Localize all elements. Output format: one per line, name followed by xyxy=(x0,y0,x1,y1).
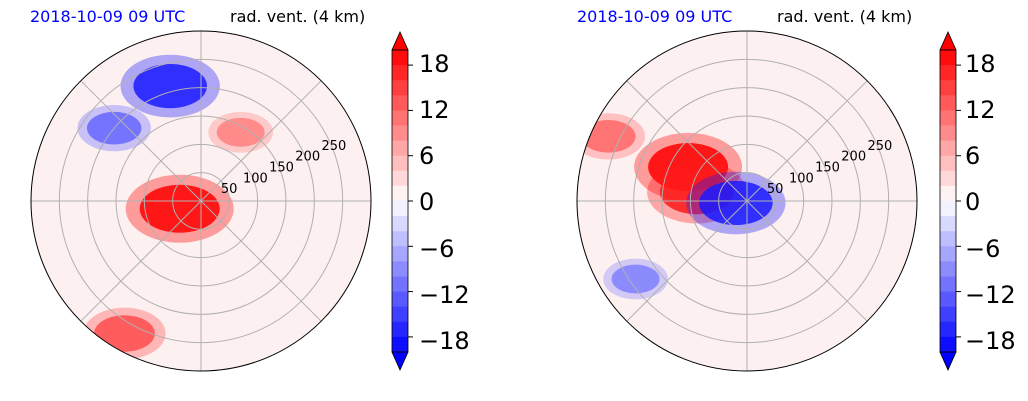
colorbar-band-4 xyxy=(940,95,956,111)
colorbar-band-3 xyxy=(392,80,408,96)
colorbar-band-13 xyxy=(940,231,956,247)
colorbar-band-6 xyxy=(940,125,956,142)
cb1-tick-neg6: −6 xyxy=(419,235,455,263)
colorbar-extend-min xyxy=(391,351,409,371)
colorbar-extend-min xyxy=(939,351,957,371)
colorbar-band-6 xyxy=(392,125,408,142)
colorbar-band-16 xyxy=(940,276,956,293)
colorbar-extend-max xyxy=(939,31,957,51)
colorbar-band-20 xyxy=(392,336,408,353)
cb1-tick-18: 18 xyxy=(419,50,450,78)
colorbar-band-18 xyxy=(940,306,956,323)
field-feature-4 xyxy=(133,63,208,109)
cb2-tick-18: 18 xyxy=(965,50,996,78)
colorbar-band-3 xyxy=(940,80,956,96)
radial-tick-label-5: 250 xyxy=(867,139,892,154)
radial-tick-label-2: 100 xyxy=(789,171,814,186)
radial-tick-label-2: 100 xyxy=(243,171,268,186)
colorbar-band-8 xyxy=(392,155,408,172)
cb1-tick-12: 12 xyxy=(419,96,450,124)
field-feature-5 xyxy=(581,120,636,153)
panel-1-border xyxy=(30,30,372,372)
grid-spoke-6 xyxy=(626,200,748,322)
grid-spoke-8 xyxy=(746,200,868,322)
radial-tick-label-5: 250 xyxy=(321,139,346,154)
colorbar-band-16 xyxy=(392,276,408,293)
colorbar-band-4 xyxy=(392,95,408,111)
colorbar-band-1 xyxy=(392,50,408,66)
colorbar-band-14 xyxy=(940,246,956,262)
colorbar-band-12 xyxy=(940,216,956,232)
colorbar-band-14 xyxy=(392,246,408,262)
cb1-tick-0: 0 xyxy=(419,188,435,216)
radial-tick-label-3: 150 xyxy=(815,160,840,175)
colorbar-band-20 xyxy=(940,336,956,353)
grid-spoke-2 xyxy=(746,80,868,202)
colorbar-band-1 xyxy=(940,50,956,66)
colorbar-band-15 xyxy=(392,261,408,277)
colorbar-2 xyxy=(939,31,961,371)
colorbar-band-17 xyxy=(392,291,408,308)
cb2-tick-0: 0 xyxy=(965,188,981,216)
radial-tick-label-1: 50 xyxy=(767,182,784,197)
colorbar-band-19 xyxy=(940,321,956,338)
cb2-tick-neg6: −6 xyxy=(965,235,1001,263)
radial-tick-label-1: 50 xyxy=(221,182,238,197)
colorbar-band-13 xyxy=(392,231,408,247)
colorbar-band-11 xyxy=(940,201,956,217)
panel-2-border xyxy=(576,30,918,372)
colorbar-band-10 xyxy=(940,185,956,202)
field-feature-5 xyxy=(94,315,155,352)
cb2-tick-neg18: −18 xyxy=(965,327,1016,355)
cb2-tick-6: 6 xyxy=(965,142,981,170)
colorbar-band-17 xyxy=(940,291,956,308)
colorbar-band-15 xyxy=(940,261,956,277)
colorbar-band-19 xyxy=(392,321,408,338)
field-feature-1 xyxy=(139,184,220,233)
panel-2-title-right: rad. vent. (4 km) xyxy=(777,7,913,26)
radial-tick-label-3: 150 xyxy=(269,160,294,175)
grid-spoke-6 xyxy=(80,200,202,322)
radial-tick-label-4: 200 xyxy=(841,150,866,165)
grid-spoke-2 xyxy=(200,80,322,202)
colorbar-band-18 xyxy=(392,306,408,323)
colorbar-band-5 xyxy=(392,110,408,126)
field-feature-3 xyxy=(699,180,773,226)
colorbar-extend-max xyxy=(391,31,409,51)
colorbar-band-2 xyxy=(940,65,956,81)
colorbar-band-5 xyxy=(940,110,956,126)
grid-spoke-4 xyxy=(626,80,748,202)
panel-1-title-left: 2018-10-09 09 UTC xyxy=(30,7,186,26)
cb1-tick-6: 6 xyxy=(419,142,435,170)
grid-spoke-4 xyxy=(80,80,202,202)
panel-2-title-left: 2018-10-09 09 UTC xyxy=(577,7,733,26)
cb2-tick-12: 12 xyxy=(965,96,996,124)
grid-spoke-8 xyxy=(200,200,322,322)
colorbar-band-8 xyxy=(940,155,956,172)
colorbar-band-12 xyxy=(392,216,408,232)
colorbar-band-7 xyxy=(392,140,408,157)
cb1-tick-neg12: −12 xyxy=(419,281,470,309)
colorbar-1 xyxy=(391,31,413,371)
radial-tick-label-4: 200 xyxy=(295,150,320,165)
panel-1-title-right: rad. vent. (4 km) xyxy=(230,7,366,26)
colorbar-band-10 xyxy=(392,185,408,202)
colorbar-band-11 xyxy=(392,201,408,217)
field-feature-4 xyxy=(611,264,660,294)
colorbar-band-9 xyxy=(940,170,956,187)
colorbar-band-7 xyxy=(940,140,956,157)
cb2-tick-neg12: −12 xyxy=(965,281,1016,309)
colorbar-band-2 xyxy=(392,65,408,81)
cb1-tick-neg18: −18 xyxy=(419,327,470,355)
colorbar-band-9 xyxy=(392,170,408,187)
field-feature-2 xyxy=(216,117,265,147)
